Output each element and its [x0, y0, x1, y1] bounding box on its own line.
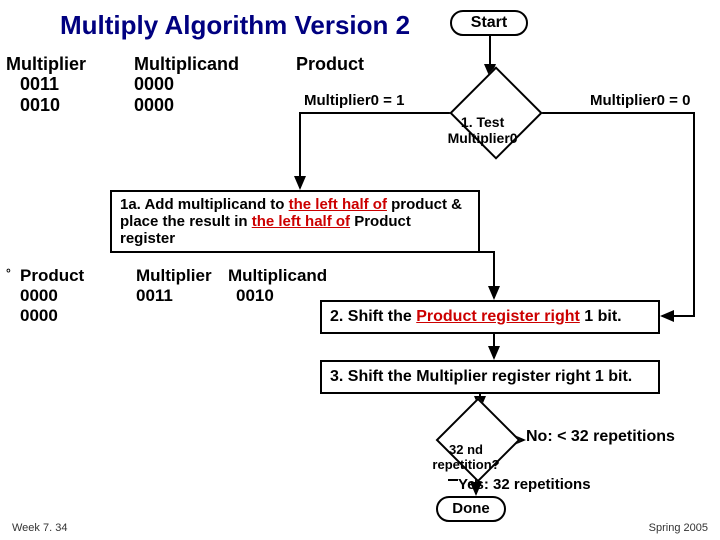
- footer-right: Spring 2005: [649, 522, 708, 534]
- product-label-2: Product: [20, 266, 84, 286]
- step1a-prefix: 1a. Add multiplicand to: [120, 196, 289, 213]
- step2-suffix: 1 bit.: [580, 308, 622, 325]
- multiplier-value: 0011 0010: [20, 74, 60, 116]
- product-value-2: 0000 0000: [20, 286, 58, 326]
- done-node: Done: [436, 496, 506, 522]
- step1a-red2: the left half of: [252, 213, 350, 230]
- test-line1: 1. Test: [461, 114, 504, 130]
- degree-mark: °: [6, 266, 11, 280]
- start-node: Start: [450, 10, 528, 36]
- page-title: Multiply Algorithm Version 2: [60, 10, 410, 41]
- multiplicand-value-2: 0010: [236, 286, 274, 306]
- step2-prefix: 2. Shift the: [330, 308, 416, 325]
- step-2-box: 2. Shift the Product register right 1 bi…: [320, 300, 660, 334]
- product-label: Product: [296, 54, 364, 75]
- multiplier-label: Multiplier: [6, 54, 86, 75]
- multiplicand-label-2: Multiplicand: [228, 266, 327, 286]
- edge-label-yes: Yes: 32 repetitions: [458, 476, 591, 493]
- rep-line1: 32 nd: [449, 442, 483, 457]
- test-line2: Multiplier0: [448, 130, 518, 146]
- edge-label-no: No: < 32 repetitions: [526, 428, 675, 446]
- edge-label-eq1: Multiplier0 = 1: [304, 92, 404, 109]
- footer-left: Week 7. 34: [12, 522, 67, 534]
- decision-32nd-rep: 32 nd repetition?: [436, 398, 521, 483]
- multiplier-value-2: 0011: [136, 286, 173, 306]
- edge-label-eq0: Multiplier0 = 0: [590, 92, 690, 109]
- multiplicand-label: Multiplicand: [134, 54, 239, 75]
- multiplier-label-2: Multiplier: [136, 266, 212, 286]
- step1a-red1: the left half of: [289, 196, 387, 213]
- step2-red: Product register right: [416, 308, 580, 325]
- decision-test-multiplier0: 1. Test Multiplier0: [449, 66, 542, 159]
- step-3-box: 3. Shift the Multiplier register right 1…: [320, 360, 660, 394]
- rep-line2: repetition?: [432, 457, 499, 472]
- step-1a-box: 1a. Add multiplicand to the left half of…: [110, 190, 480, 253]
- multiplicand-value: 0000 0000: [134, 74, 174, 116]
- connector-lines: [0, 0, 720, 540]
